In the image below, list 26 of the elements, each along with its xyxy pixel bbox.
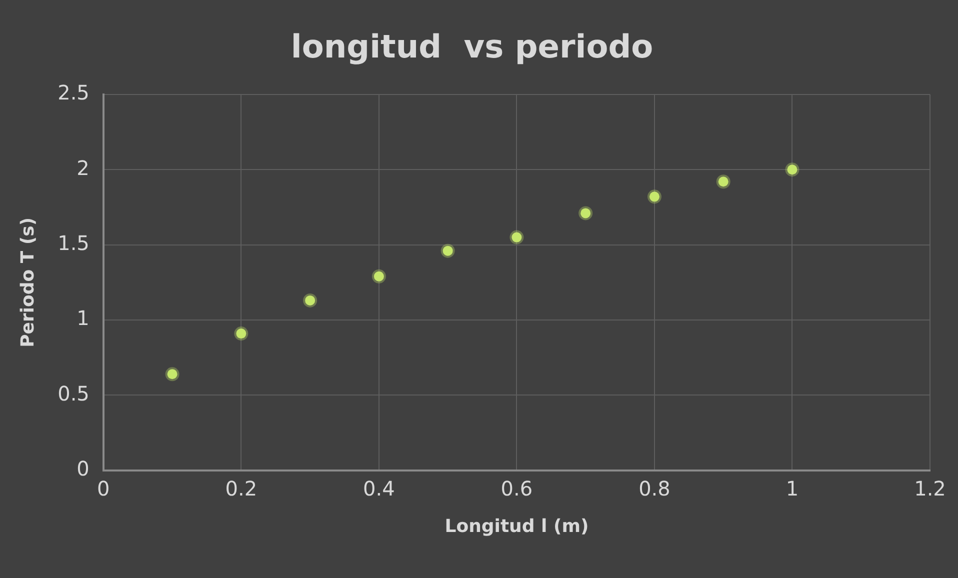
y-tick-label: 0 bbox=[76, 456, 90, 481]
point bbox=[165, 367, 180, 382]
x-tick-label: 0.8 bbox=[638, 476, 670, 501]
y-tick-label: 2.5 bbox=[58, 80, 90, 105]
x-tick-label: 0.6 bbox=[500, 476, 533, 501]
point bbox=[440, 244, 455, 258]
y-tick-label: 0.5 bbox=[58, 381, 90, 406]
point bbox=[716, 174, 730, 189]
point bbox=[578, 206, 593, 220]
y-axis-title: Periodo T (s) bbox=[17, 217, 38, 348]
point bbox=[510, 230, 524, 244]
x-tick-label: 1.2 bbox=[914, 476, 946, 501]
point bbox=[372, 269, 386, 284]
y-tick-label: 1 bbox=[76, 306, 90, 330]
point bbox=[647, 190, 662, 204]
x-tick-label: 0 bbox=[97, 476, 110, 501]
point bbox=[785, 162, 800, 177]
x-tick-label: 0.4 bbox=[363, 476, 395, 501]
point bbox=[234, 326, 248, 341]
y-tick-label: 2 bbox=[76, 156, 90, 180]
chart-title: longitud vs periodo bbox=[290, 28, 654, 66]
x-tick-label: 0.2 bbox=[225, 476, 258, 501]
x-tick-label: 1 bbox=[786, 476, 799, 501]
x-axis-title: Longitud l (m) bbox=[444, 516, 589, 537]
y-tick-label: 1.5 bbox=[58, 231, 90, 256]
point bbox=[303, 293, 318, 308]
